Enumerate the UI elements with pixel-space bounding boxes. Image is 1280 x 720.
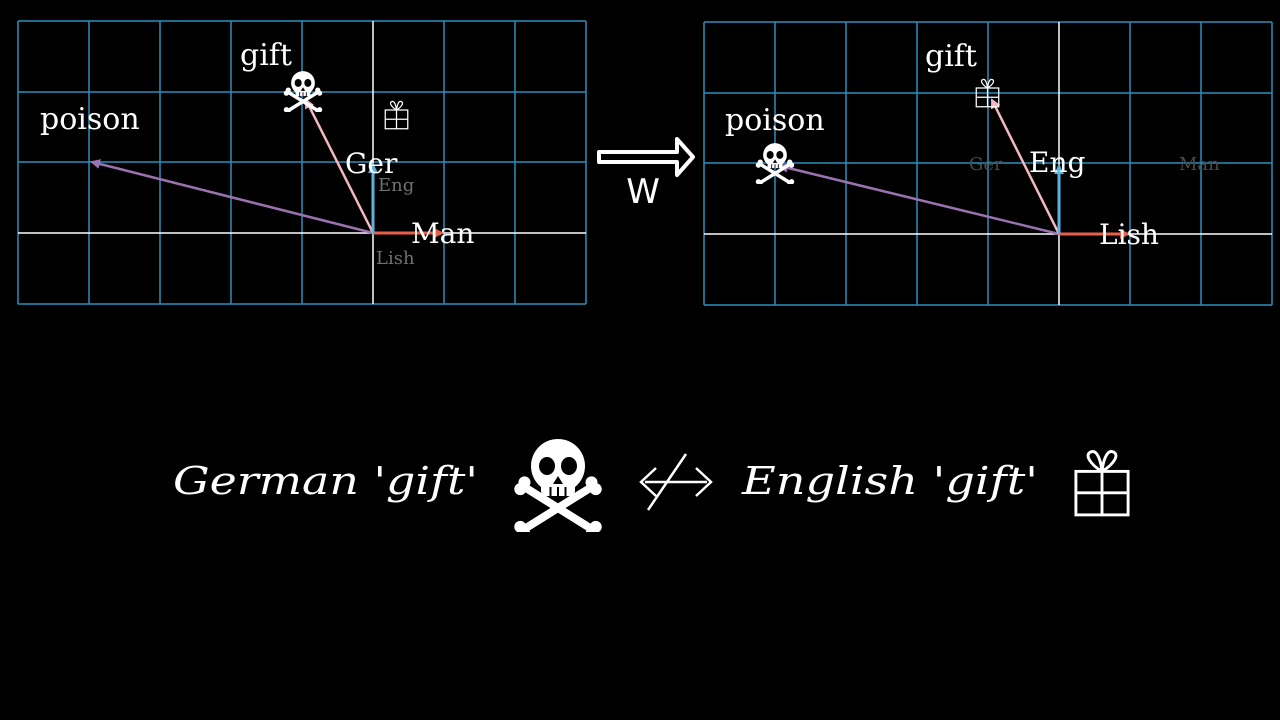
right-lish-label: Lish bbox=[1099, 218, 1159, 251]
left-axes bbox=[18, 21, 586, 304]
equation-gift-icon bbox=[1074, 449, 1130, 517]
right-eng-label: Eng bbox=[1029, 146, 1085, 179]
right-panel: poison gift Eng Ger Man Lish bbox=[703, 21, 1273, 306]
left-man-label: Man bbox=[411, 217, 474, 250]
right-axes bbox=[704, 22, 1272, 305]
left-poison-label: poison bbox=[40, 102, 140, 137]
left-grid bbox=[17, 20, 587, 305]
transform-arrow: W bbox=[597, 137, 695, 212]
right-ger-label: Ger bbox=[969, 154, 1003, 175]
left-gift-icon bbox=[384, 100, 409, 130]
equation-skull-icon bbox=[511, 439, 605, 532]
left-eng-label: Eng bbox=[378, 175, 414, 196]
not-equivalent-icon bbox=[639, 453, 713, 511]
left-ger-label: Ger bbox=[345, 147, 398, 180]
left-gift-label: gift bbox=[240, 38, 292, 73]
right-gift-vector bbox=[990, 98, 1061, 235]
right-poison-vector bbox=[778, 163, 1060, 236]
left-lish-label: Lish bbox=[376, 248, 415, 269]
equation-right-term: English 'gift' bbox=[741, 459, 1038, 503]
right-man-label: Man bbox=[1179, 154, 1220, 175]
left-panel: poison gift Ger Eng Man Lish bbox=[17, 20, 587, 305]
right-gift-label: gift bbox=[925, 39, 977, 74]
left-gift-vector bbox=[304, 98, 375, 234]
transform-label: W bbox=[626, 172, 660, 212]
left-poison-vector bbox=[90, 159, 374, 235]
left-skull-icon bbox=[282, 71, 324, 112]
right-poison-label: poison bbox=[725, 103, 825, 138]
equation-left-term: German 'gift' bbox=[173, 459, 478, 503]
equation: German 'gift' English 'gift' bbox=[173, 439, 1130, 532]
